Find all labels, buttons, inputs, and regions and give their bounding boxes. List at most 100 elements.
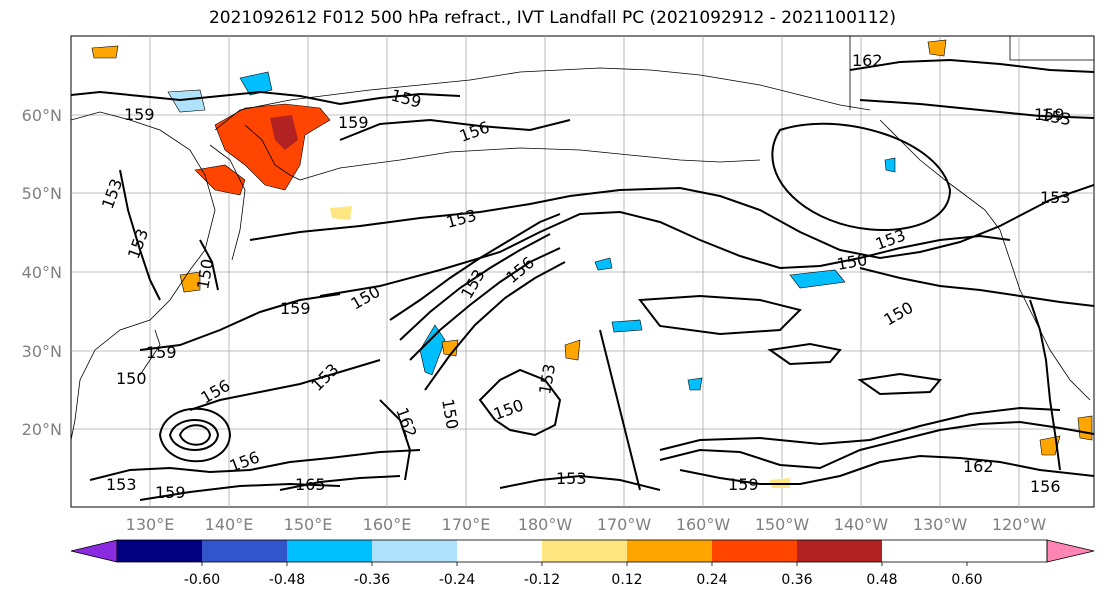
patch-blue-pacific <box>789 269 846 289</box>
colorbar-tick-label: 0.12 <box>611 572 642 588</box>
colorbar-segment <box>287 540 372 562</box>
patch-orange-midpac <box>564 339 581 361</box>
patch-orange-pacific <box>441 339 459 357</box>
contour-label: 159 <box>728 475 759 494</box>
contour-159-ne <box>859 99 1094 119</box>
contour-typhoon-2 <box>178 424 212 446</box>
contour-162-south <box>379 399 412 481</box>
contour-156-southwest <box>189 359 381 411</box>
lon-labels: 130°E 140°E 150°E 160°E 170°E 180°W 170°… <box>126 515 1047 534</box>
colorbar-segment <box>202 540 287 562</box>
colorbar-extend-right <box>1046 539 1095 563</box>
colorbar-segment <box>117 540 202 562</box>
contour-150-eastern <box>659 406 1061 451</box>
contour-jet-b <box>409 247 561 361</box>
colorbar-tick-label: -0.60 <box>184 572 220 588</box>
colorbar-tick-label: 0.24 <box>696 572 727 588</box>
patch-blue-jetstream <box>419 324 446 376</box>
lon-label: 170°W <box>597 515 652 534</box>
contour-156-north <box>339 118 571 141</box>
contour-label: 159 <box>124 105 155 124</box>
colorbar-segment <box>627 540 712 562</box>
patch-orange-east <box>1039 435 1061 456</box>
lon-label: 150°W <box>755 515 810 534</box>
contour-jet-a <box>399 233 551 341</box>
contour-159-north <box>71 90 461 106</box>
contour-153-south-center <box>499 474 661 491</box>
contour-label: 159 <box>1034 105 1065 124</box>
lat-label: 60°N <box>22 106 62 125</box>
contour-153-mid <box>249 184 1094 260</box>
contour-150-south <box>478 368 562 437</box>
contour-162-north <box>849 58 1094 73</box>
contour-label: 159 <box>338 113 369 132</box>
contour-153-south <box>89 449 421 481</box>
map-title: 2021092612 F012 500 hPa refract., IVT La… <box>208 8 896 28</box>
patch-orange-sakhalin <box>194 164 246 196</box>
lon-label: 120°W <box>992 515 1047 534</box>
colorbar-tick-label: -0.24 <box>439 572 475 588</box>
contour-label: 153 <box>556 469 587 488</box>
contour-165 <box>279 475 401 491</box>
patch-blue-ne-asia <box>239 71 273 96</box>
contour-153-ne-loop <box>771 122 952 231</box>
colorbar-segment <box>542 540 627 562</box>
patch-orange-east-2 <box>1077 415 1093 441</box>
contour-153-east-vert <box>1029 299 1061 471</box>
contour-159-southwest <box>139 293 341 351</box>
patch-red-kamchatka <box>270 115 298 150</box>
contour-label: 159 <box>155 483 186 502</box>
colorbar-segment <box>457 540 542 562</box>
lon-label: 160°E <box>363 515 412 534</box>
colorbar-tick-label: -0.12 <box>524 572 560 588</box>
contour-156-eastern <box>679 454 1094 485</box>
contour-label: 153 <box>1040 188 1071 207</box>
shaded-patches <box>91 39 1093 488</box>
contour-label-group: 159 159 159 156 153 153 153 150 150 159 … <box>98 51 1073 502</box>
contour-150-west <box>199 239 219 291</box>
lat-label: 50°N <box>22 184 62 203</box>
lon-label: 150°E <box>284 515 333 534</box>
patch-blue-pacific-2 <box>611 319 643 333</box>
contour-label: 162 <box>963 457 994 476</box>
lat-label: 40°N <box>22 263 62 282</box>
lat-label: 20°N <box>22 420 62 439</box>
lat-labels: 60°N 50°N 40°N 30°N 20°N <box>22 106 62 439</box>
contour-label: 165 <box>295 475 326 494</box>
contour-156-vertical <box>599 329 641 491</box>
patch-blue-ne-asia-2 <box>167 89 206 113</box>
colorbar-tick-label: -0.48 <box>269 572 305 588</box>
contour-label: 153 <box>106 475 137 494</box>
lon-label: 130°W <box>913 515 968 534</box>
lat-label: 30°N <box>22 342 62 361</box>
lon-label: 180°W <box>518 515 573 534</box>
colorbar-segment <box>712 540 797 562</box>
colorbar-tick-label: 0.36 <box>781 572 812 588</box>
contour-small-loop-1 <box>767 342 842 366</box>
contour-label: 156 <box>1030 477 1061 496</box>
contour-lines <box>71 58 1094 501</box>
lon-label: 140°W <box>834 515 889 534</box>
contour-typhoon-3 <box>158 407 232 463</box>
patch-orange-ne <box>927 39 947 57</box>
colorbar-tick-label: -0.36 <box>354 572 390 588</box>
patch-blue-4 <box>687 377 703 391</box>
lon-label: 130°E <box>126 515 175 534</box>
contour-jet-c <box>424 261 566 391</box>
contour-156-jet <box>389 213 561 321</box>
colorbar-segment <box>372 540 457 562</box>
patch-orange-kamchatka <box>214 103 331 191</box>
colorbar-tick-label: 0.48 <box>866 572 897 588</box>
lon-label: 170°E <box>442 515 491 534</box>
patch-blue-3 <box>594 257 613 271</box>
patch-yellow-1 <box>330 206 352 220</box>
contour-153-eastern-low <box>659 420 1094 470</box>
contour-typhoon-1 <box>168 419 220 451</box>
colorbar-tick-label: 0.60 <box>951 572 982 588</box>
colorbar-extend-left <box>70 539 118 563</box>
contour-150-east <box>859 267 1094 307</box>
contour-label: 150 <box>116 369 147 388</box>
colorbar-segment <box>797 540 882 562</box>
contour-153-west <box>119 169 161 301</box>
